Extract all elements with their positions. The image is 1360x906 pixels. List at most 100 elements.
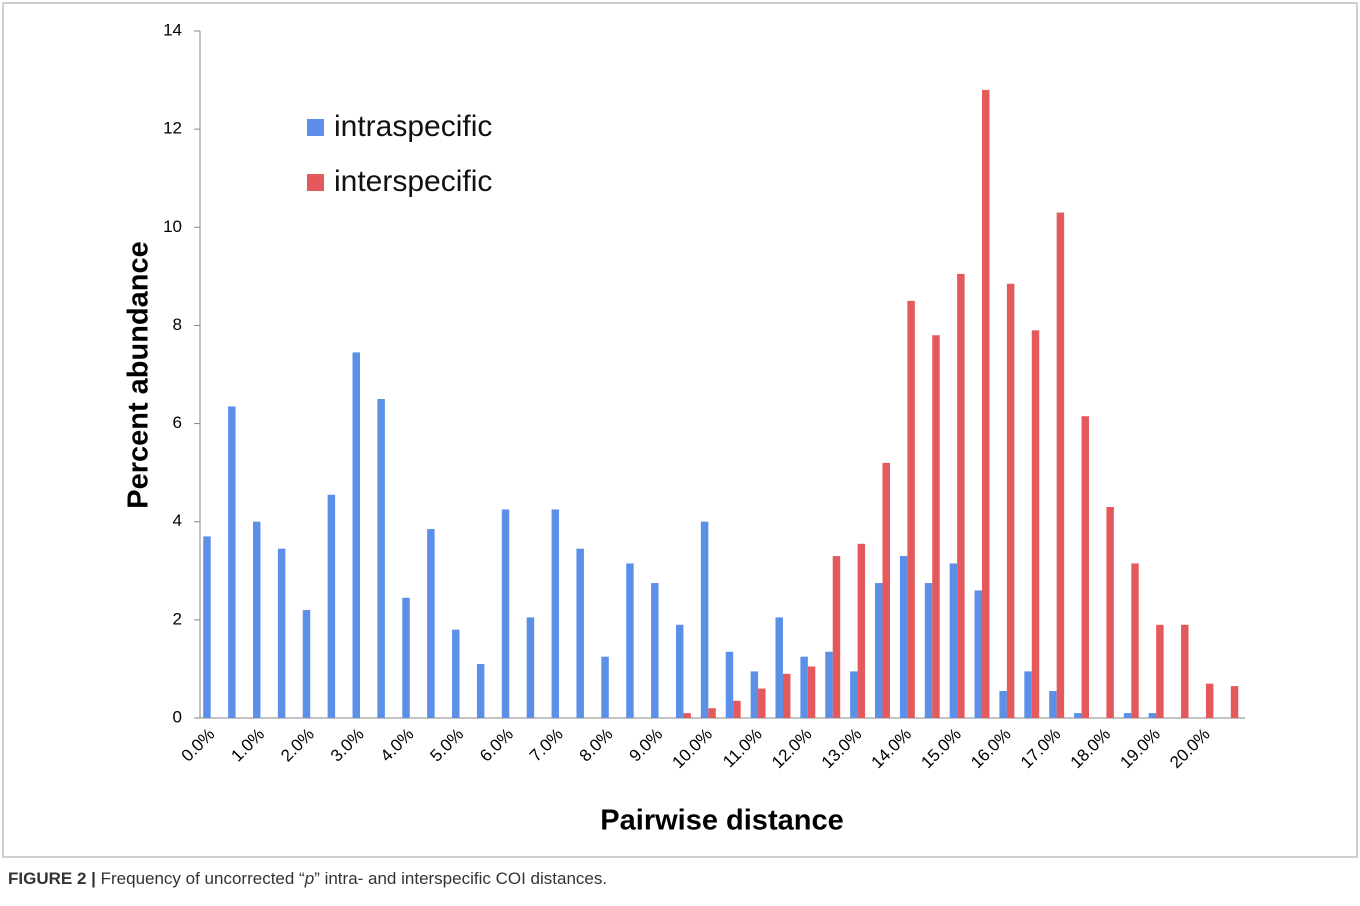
x-axis-title: Pairwise distance [600,805,843,837]
bar [1081,416,1089,718]
bar [302,610,311,718]
bar [1024,671,1032,718]
x-tick-label: 5.0% [426,725,467,766]
bar [700,521,709,718]
y-tick-label: 0 [173,707,182,726]
y-tick-label: 8 [173,315,182,334]
y-tick-label: 12 [163,119,182,138]
bar [277,548,286,718]
bar [899,556,908,718]
bar [708,708,716,718]
y-tick-label: 10 [163,217,182,236]
bar [501,509,510,718]
bar [1056,212,1065,719]
x-tick-label: 1.0% [227,725,268,766]
bar [882,462,890,718]
bar [377,399,385,718]
bar [782,673,791,718]
bar [327,494,336,718]
y-tick-label: 6 [173,413,182,432]
bar [875,583,883,718]
bar [576,548,584,718]
bar [857,543,866,718]
x-tick-label: 12.0% [768,725,816,773]
bar [725,651,734,718]
bar [651,583,659,718]
legend-label: interspecific [334,165,492,198]
bar [758,688,766,718]
bar [999,691,1007,718]
x-tick-label: 16.0% [967,725,1015,773]
x-tick-label: 8.0% [576,725,617,766]
bar [982,89,990,718]
bar [1131,563,1139,718]
legend-label: intraspecific [334,110,492,143]
x-tick-label: 17.0% [1017,725,1065,773]
bar [924,583,933,718]
bar [1049,691,1057,718]
bar [825,651,833,718]
x-tick-label: 6.0% [476,725,517,766]
x-tick-label: 14.0% [868,725,916,773]
bar [1123,713,1132,718]
bar [675,624,684,718]
x-tick-label: 20.0% [1166,725,1214,773]
bar [252,521,261,718]
legend-swatch [307,174,324,191]
legend-swatch [307,119,324,136]
x-tick-label: 13.0% [818,725,866,773]
bar [850,671,858,718]
bar [626,563,634,718]
bar [452,629,460,718]
x-tick-label: 18.0% [1067,725,1115,773]
x-tick-label: 9.0% [625,725,666,766]
bar [733,700,741,718]
bar [949,563,958,718]
x-tick-label: 11.0% [719,725,766,772]
bar [352,352,360,718]
caption-text: ” intra- and interspecific COI distances… [314,869,607,888]
bar [402,597,410,718]
bar [1205,683,1214,718]
y-axis-title: Percent abundance [123,241,155,509]
x-tick-label: 0.0% [178,725,219,766]
caption-italic: p [304,869,314,888]
x-tick-label: 2.0% [277,725,318,766]
caption-label: FIGURE 2 | [8,869,96,888]
y-tick-label: 14 [163,20,182,39]
bar [1074,713,1082,718]
y-tick-label: 4 [173,511,182,530]
bar [1006,283,1015,718]
bar [1230,686,1239,718]
bar [907,300,915,718]
bar [957,273,965,718]
figure-frame [2,2,1358,858]
bar [526,617,535,718]
bar [1106,506,1114,718]
bar [1181,624,1189,718]
bar [974,590,983,718]
bar [228,406,236,718]
x-tick-label: 15.0% [917,725,965,773]
x-tick-label: 3.0% [327,725,368,766]
bar [807,666,816,718]
bar [551,509,560,718]
bar [1156,624,1164,718]
bar [832,556,841,718]
caption-text: Frequency of uncorrected “ [96,869,305,888]
bar [932,335,940,718]
bar [683,713,691,718]
bar [1031,330,1040,718]
bar [800,656,808,718]
bar [476,664,485,718]
caption: FIGURE 2 | Frequency of uncorrected “p” … [8,869,607,888]
bar [1148,713,1157,718]
x-tick-label: 4.0% [377,725,418,766]
x-tick-label: 19.0% [1116,725,1164,773]
y-tick-label: 2 [173,609,182,628]
x-tick-label: 7.0% [526,725,567,766]
bar [427,529,435,718]
bar [775,617,783,718]
